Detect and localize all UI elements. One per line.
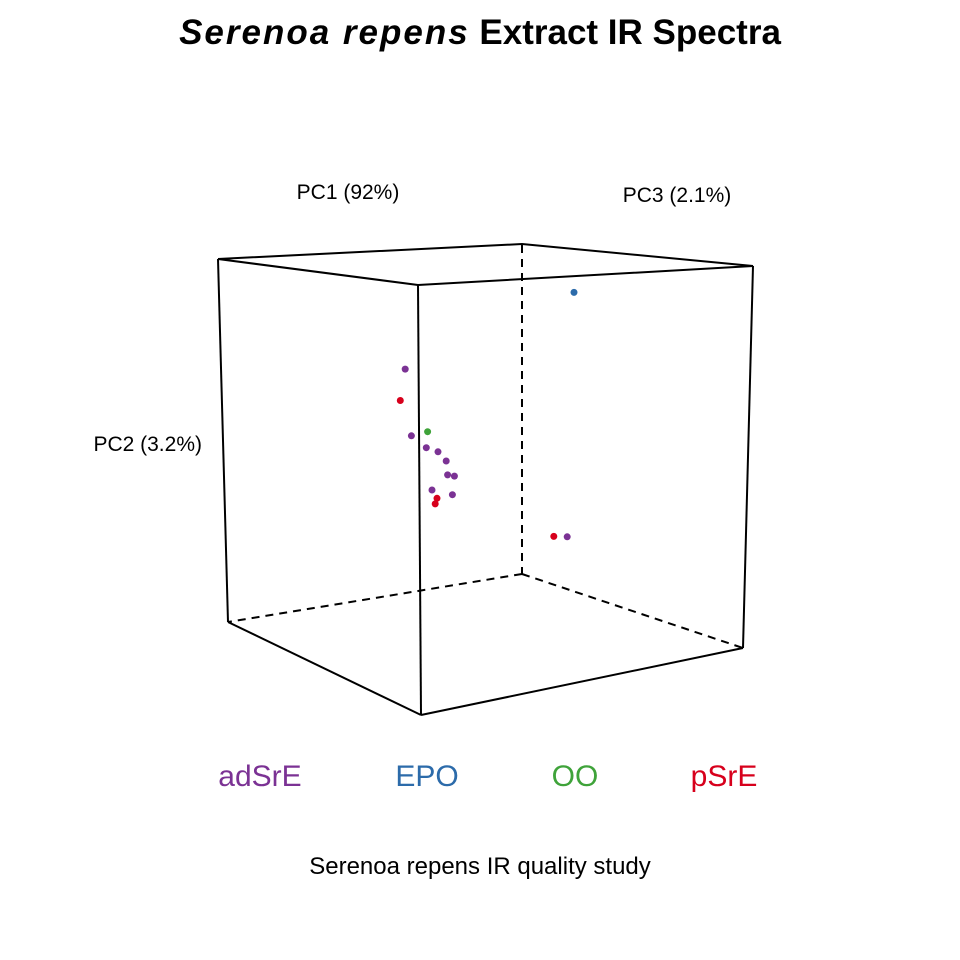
axis-label-pc3: PC3 (2.1%)	[623, 184, 732, 207]
data-point-adsre-2	[422, 444, 430, 452]
data-point-oo-12	[424, 428, 432, 436]
data-point-adsre-11	[428, 486, 436, 494]
chart-title: Serenoa repens Extract IR Spectra	[179, 13, 781, 52]
legend: adSrE EPO OO pSrE	[218, 760, 757, 793]
data-point-adsre-8	[401, 365, 409, 373]
data-point-adsre-4	[442, 457, 450, 465]
data-points	[396, 288, 578, 541]
data-point-adsre-6	[444, 471, 452, 479]
chart-title-italic: Serenoa repens	[179, 13, 470, 52]
chart-subtitle: Serenoa repens IR quality study	[309, 853, 651, 880]
data-point-adsre-1	[407, 432, 415, 440]
data-point-adsre-7	[448, 491, 456, 499]
legend-entry-oo: OO	[552, 760, 599, 793]
legend-entry-psre: pSrE	[691, 760, 758, 793]
cube-edge-bottom-right	[420, 647, 744, 716]
axis-label-pc2: PC2 (3.2%)	[93, 433, 202, 456]
chart-title-rest: Extract IR Spectra	[470, 13, 782, 52]
cube-hidden-edges	[227, 245, 744, 649]
cube-edge-front-vertical	[417, 284, 422, 716]
legend-entry-adsre: adSrE	[218, 760, 301, 793]
data-point-epo-15	[570, 288, 578, 296]
cube-edge-left-vertical	[217, 258, 229, 623]
data-point-psre-13	[550, 532, 558, 540]
cube-edge-top-face	[217, 242, 754, 287]
data-point-psre-9	[433, 494, 441, 502]
cube-edge-bottom-left	[227, 621, 422, 716]
data-point-psre-10	[431, 500, 439, 508]
axis-label-pc1: PC1 (92%)	[297, 181, 400, 204]
data-point-adsre-5	[450, 472, 458, 480]
data-point-adsre-3	[434, 448, 442, 456]
data-point-psre-0	[396, 397, 404, 404]
cube-visible-edges	[217, 242, 754, 716]
cube-edge-right-vertical	[742, 265, 754, 649]
cube-edge-hidden-left	[227, 573, 523, 623]
cube-edge-hidden-right	[521, 573, 744, 649]
legend-entry-epo: EPO	[395, 760, 458, 793]
data-point-adsre-14	[563, 533, 571, 541]
